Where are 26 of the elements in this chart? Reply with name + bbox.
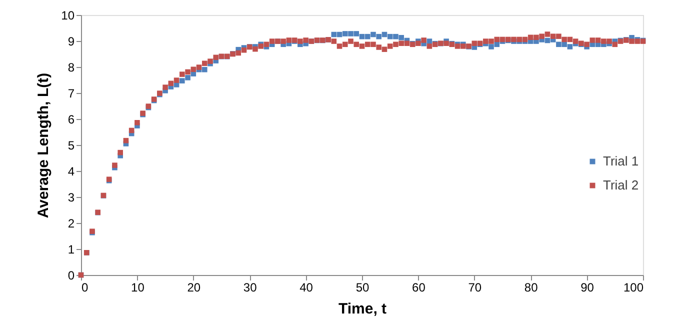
legend-label: Trial 1 [603, 154, 639, 168]
y-tick-label: 9 [68, 34, 75, 48]
x-tick-label: 60 [412, 280, 426, 294]
y-tick-label: 5 [68, 138, 75, 152]
y-tick-label: 6 [68, 112, 75, 126]
y-tick-label: 0 [68, 268, 75, 282]
x-tick-label: 20 [187, 280, 201, 294]
y-tick-label: 2 [68, 216, 75, 230]
y-tick-label: 8 [68, 60, 75, 74]
x-tick-label: 30 [243, 280, 258, 294]
x-tick-label: 80 [524, 280, 538, 294]
y-tick-label: 10 [61, 8, 75, 22]
x-tick-label: 70 [468, 280, 482, 294]
x-tick-label: 0 [82, 280, 88, 294]
y-tick-label: 3 [68, 190, 75, 204]
y-tick-label: 1 [68, 242, 75, 256]
x-tick-label: 100 [623, 280, 644, 294]
legend-label: Trial 2 [603, 178, 639, 192]
x-tick-label: 10 [131, 280, 145, 294]
x-tick-label: 90 [580, 280, 594, 294]
x-axis-title: Time, t [338, 300, 387, 318]
y-tick-label: 4 [68, 164, 75, 178]
x-tick-label: 50 [356, 280, 370, 294]
x-tick-label: 40 [300, 280, 314, 294]
y-tick-label: 7 [68, 86, 75, 100]
y-axis-title: Average Length, L(t) [35, 72, 52, 218]
